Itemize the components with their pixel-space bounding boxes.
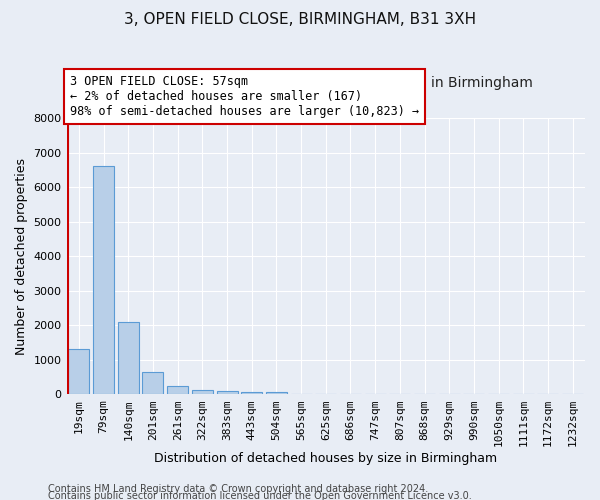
- Bar: [68, 350, 89, 395]
- Bar: [217, 391, 238, 394]
- Bar: [192, 390, 213, 394]
- Y-axis label: Number of detached properties: Number of detached properties: [15, 158, 28, 354]
- Bar: [142, 372, 163, 394]
- Bar: [241, 392, 262, 394]
- Text: 3 OPEN FIELD CLOSE: 57sqm
← 2% of detached houses are smaller (167)
98% of semi-: 3 OPEN FIELD CLOSE: 57sqm ← 2% of detach…: [70, 75, 419, 118]
- Text: Contains public sector information licensed under the Open Government Licence v3: Contains public sector information licen…: [48, 491, 472, 500]
- Bar: [167, 386, 188, 394]
- Title: Size of property relative to detached houses in Birmingham: Size of property relative to detached ho…: [118, 76, 533, 90]
- X-axis label: Distribution of detached houses by size in Birmingham: Distribution of detached houses by size …: [154, 452, 497, 465]
- Text: Contains HM Land Registry data © Crown copyright and database right 2024.: Contains HM Land Registry data © Crown c…: [48, 484, 428, 494]
- Text: 3, OPEN FIELD CLOSE, BIRMINGHAM, B31 3XH: 3, OPEN FIELD CLOSE, BIRMINGHAM, B31 3XH: [124, 12, 476, 28]
- Bar: [266, 392, 287, 394]
- Bar: [93, 166, 114, 394]
- Bar: [118, 322, 139, 394]
